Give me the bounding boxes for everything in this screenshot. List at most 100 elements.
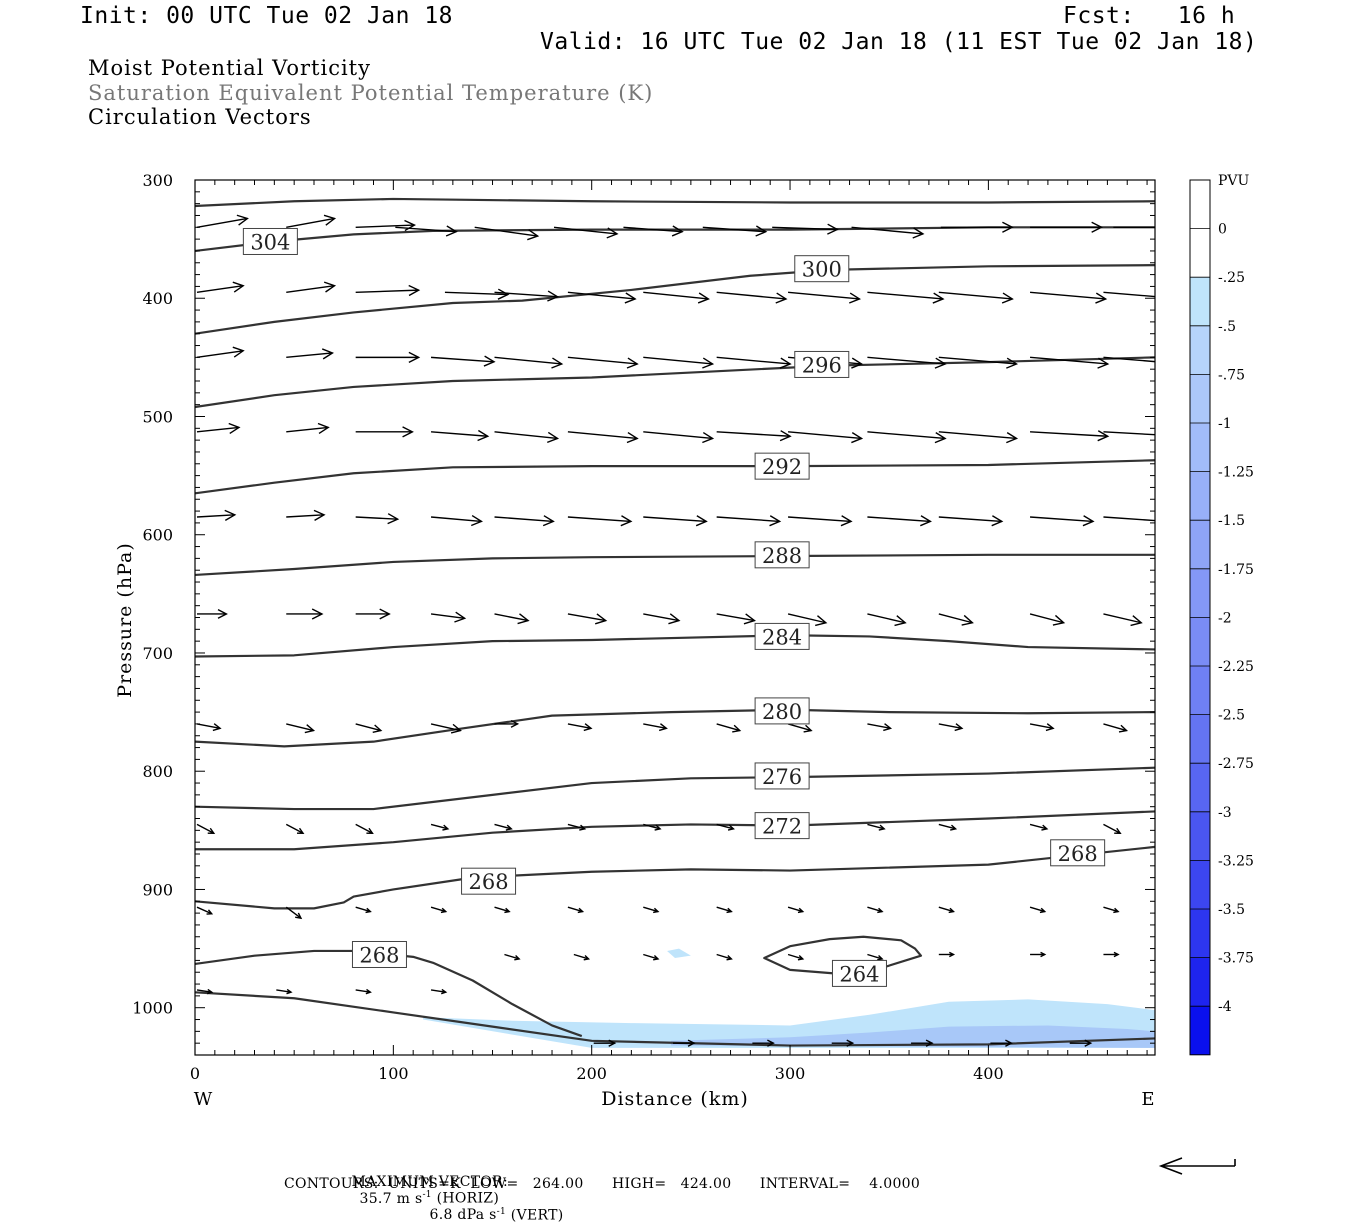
- vector-head: [620, 515, 633, 527]
- vector-head: [624, 292, 637, 304]
- contour-label-box: [754, 762, 810, 790]
- vector-shaft: [938, 356, 1017, 365]
- vector-head: [232, 346, 245, 358]
- vector-shaft: [355, 989, 371, 993]
- vector-head: [236, 214, 249, 226]
- vector-head: [542, 515, 555, 527]
- vector-shaft: [355, 906, 371, 913]
- vector-shaft: [938, 823, 956, 830]
- vector-shaft: [474, 226, 538, 237]
- vector-head: [1097, 357, 1110, 369]
- vector-head: [1118, 724, 1129, 733]
- vector-shaft: [1029, 613, 1064, 624]
- isentrope-line: [195, 459, 1155, 495]
- colorbar-swatch: [1190, 617, 1210, 666]
- vector-shaft: [643, 613, 680, 622]
- y-tick-label: 800: [142, 762, 173, 781]
- vector-shaft: [196, 350, 244, 359]
- vector-head: [732, 724, 742, 733]
- vector-head: [317, 422, 330, 435]
- vector-shaft: [355, 289, 419, 294]
- vector-shaft: [1103, 823, 1121, 834]
- vector-shaft: [196, 989, 212, 993]
- vector-shaft: [643, 723, 667, 730]
- colorbar-label: -.25: [1218, 270, 1245, 286]
- contour-label: 288: [762, 544, 802, 568]
- vector-head: [1173, 293, 1183, 303]
- contour-label: 280: [762, 700, 802, 724]
- vector-shaft: [494, 823, 512, 830]
- vector-shaft: [430, 723, 461, 732]
- vector-head: [594, 613, 608, 625]
- vector-head: [702, 357, 715, 369]
- vector-shaft: [494, 291, 558, 298]
- contour-label-box: [351, 940, 407, 968]
- vector-shaft: [285, 906, 302, 919]
- vector-shaft: [788, 291, 860, 300]
- x-tick-label: 0: [190, 1064, 200, 1083]
- vector-head: [1041, 824, 1049, 831]
- vector-shaft: [494, 516, 554, 523]
- vector-head: [551, 357, 564, 369]
- vector-head: [695, 515, 708, 527]
- vector-head: [767, 1039, 775, 1047]
- vector-head: [851, 432, 864, 444]
- colorbar-swatch: [1190, 763, 1210, 812]
- vector-head: [441, 988, 448, 995]
- vector-head: [207, 827, 216, 834]
- vector-head: [1097, 430, 1110, 442]
- vector-head: [1095, 292, 1108, 304]
- vector-shaft: [643, 356, 713, 365]
- vector-head: [846, 1039, 855, 1047]
- colorbar-label: -.5: [1218, 319, 1236, 335]
- vector-shaft: [772, 226, 838, 231]
- vector-head: [743, 613, 756, 625]
- contour-label-box: [754, 541, 810, 569]
- vector-shaft: [867, 906, 883, 913]
- vector-head: [311, 608, 324, 620]
- vector-head: [296, 827, 305, 834]
- vector-head: [840, 515, 853, 527]
- contour-label-box: [754, 697, 810, 725]
- vector-head: [815, 615, 828, 627]
- vector-head: [483, 355, 496, 367]
- x-tick-label: 400: [973, 1064, 1004, 1083]
- vector-shaft: [1103, 431, 1155, 436]
- circulation-vectors: [196, 214, 1183, 1047]
- vector-head: [440, 907, 448, 914]
- vector-shaft: [286, 426, 329, 433]
- vector-head: [1156, 516, 1166, 526]
- x-tick-label: 300: [775, 1064, 806, 1083]
- vector-shaft: [702, 226, 766, 233]
- isentrope-line: [195, 553, 1155, 577]
- vector-shaft: [787, 613, 827, 624]
- vector-shaft: [355, 723, 382, 732]
- vector-shaft: [716, 723, 740, 732]
- vector-head: [668, 613, 681, 625]
- colorbar-swatch: [1190, 1006, 1210, 1055]
- vector-head: [1039, 907, 1047, 914]
- vector-head: [687, 1039, 696, 1047]
- contour-label: 268: [1058, 842, 1098, 866]
- vector-head: [579, 824, 587, 831]
- vector-shaft: [938, 516, 1002, 523]
- vector-head: [755, 225, 768, 237]
- vector-shaft: [1029, 823, 1048, 830]
- isentrope-line: [195, 949, 583, 1038]
- vector-shaft: [567, 431, 638, 440]
- contours-info: CONTOURS: UNITS=K LOW= 264.00 HIGH= 424.…: [284, 1176, 921, 1192]
- vector-head: [450, 723, 462, 734]
- vector-head: [606, 227, 619, 239]
- vector-head: [402, 426, 414, 438]
- vector-shaft: [553, 226, 618, 235]
- vector-head: [212, 723, 222, 732]
- contour-labels: 304 300 296 292 288 284 280 276 272 268 268 268 264: [242, 227, 1106, 987]
- vector-shaft: [494, 906, 510, 913]
- colorbar-label: -1: [1218, 416, 1232, 432]
- colorbar-label: -3: [1218, 805, 1232, 821]
- y-axis-title: Pressure (hPa): [114, 542, 136, 698]
- colorbar-swatch: [1190, 520, 1210, 569]
- colorbar-label: -2: [1218, 610, 1232, 626]
- vector-head: [848, 292, 862, 304]
- vector-shaft: [567, 823, 585, 830]
